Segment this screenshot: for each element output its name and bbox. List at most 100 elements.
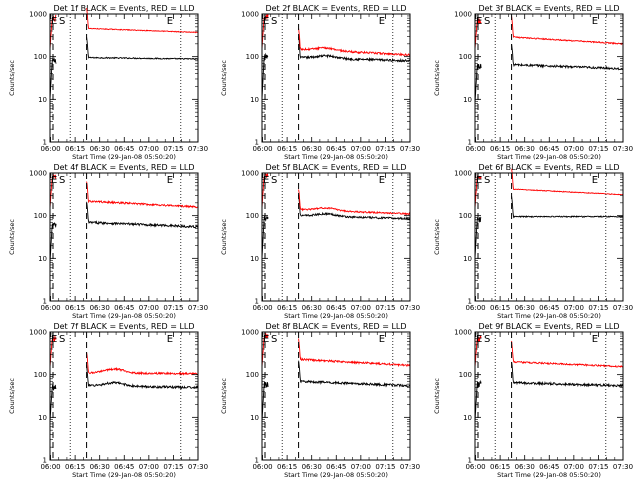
- event-label-e-end: E: [379, 16, 385, 27]
- series-lld: [261, 13, 411, 57]
- y-tick-label: 1000: [241, 170, 259, 178]
- y-tick-label: 100: [246, 371, 259, 379]
- x-tick-label: 07:15: [163, 304, 183, 312]
- y-tick-label: 10: [463, 414, 472, 422]
- x-tick-label: 07:30: [400, 304, 420, 312]
- event-label-e: E: [476, 16, 482, 27]
- series-lld: [474, 16, 623, 50]
- plot-frame: [474, 172, 624, 302]
- x-tick-label: 06:45: [326, 145, 346, 153]
- y-tick-label: 10: [250, 255, 259, 263]
- series-events: [474, 196, 623, 259]
- x-tick-label: 06:00: [465, 304, 485, 312]
- y-tick-label: 10: [38, 96, 47, 104]
- x-tick-label: 06:30: [515, 145, 535, 153]
- event-label-s: S: [59, 16, 65, 27]
- series-events: [261, 360, 411, 422]
- x-tick-label: 06:00: [252, 145, 272, 153]
- chart-title: Det 5f BLACK = Events, RED = LLD: [265, 163, 406, 172]
- y-tick-label: 1: [255, 139, 259, 147]
- y-tick-label: 1: [468, 298, 472, 306]
- y-tick-label: 100: [459, 53, 472, 61]
- y-tick-label: 1000: [454, 170, 472, 178]
- y-axis-label: Counts/sec: [8, 219, 16, 255]
- event-label-e-end: E: [592, 175, 598, 186]
- event-label-e: E: [51, 175, 57, 186]
- plot-frame: [49, 172, 199, 302]
- y-tick-label: 100: [459, 371, 472, 379]
- x-tick-label: 07:15: [163, 145, 183, 153]
- x-tick-label: 06:45: [326, 304, 346, 312]
- event-label-s: S: [484, 175, 490, 186]
- y-axis-label: Counts/sec: [220, 378, 228, 414]
- y-tick-label: 100: [246, 212, 259, 220]
- y-tick-label: 10: [250, 96, 259, 104]
- x-tick-label: 06:15: [490, 463, 510, 471]
- plot-frame: [474, 331, 624, 461]
- series-lld: [49, 336, 199, 376]
- y-tick-label: 10: [463, 96, 472, 104]
- x-tick-label: 06:30: [302, 463, 322, 471]
- series-events: [49, 365, 199, 422]
- x-tick-label: 07:15: [163, 463, 183, 471]
- event-label-e: E: [51, 334, 57, 345]
- y-tick-label: 1: [43, 139, 47, 147]
- x-tick-label: 06:30: [515, 304, 535, 312]
- series-events: [474, 361, 624, 422]
- series-events: [474, 44, 624, 104]
- x-tick-label: 06:45: [539, 463, 559, 471]
- x-tick-label: 06:45: [114, 463, 134, 471]
- x-tick-label: 06:15: [277, 145, 297, 153]
- x-tick-label: 06:30: [90, 145, 110, 153]
- y-axis-label: Counts/sec: [433, 60, 441, 96]
- y-tick-label: 100: [34, 371, 47, 379]
- x-tick-label: 07:15: [375, 463, 395, 471]
- event-label-s: S: [484, 16, 490, 27]
- x-tick-label: 06:00: [252, 304, 272, 312]
- x-tick-label: 06:00: [40, 463, 60, 471]
- x-axis-label: Start Time (29-Jan-08 05:50:20): [72, 312, 176, 320]
- event-label-e: E: [263, 334, 269, 345]
- x-tick-label: 06:45: [114, 304, 134, 312]
- x-tick-label: 07:00: [351, 145, 371, 153]
- x-tick-label: 07:30: [400, 463, 420, 471]
- y-axis-label: Counts/sec: [433, 378, 441, 414]
- event-label-e-end: E: [592, 334, 598, 345]
- series-lld: [261, 173, 411, 216]
- x-tick-label: 07:00: [564, 145, 584, 153]
- event-label-s: S: [484, 334, 490, 345]
- event-label-e-end: E: [167, 334, 173, 345]
- x-tick-label: 06:45: [114, 145, 134, 153]
- x-tick-label: 06:15: [65, 463, 85, 471]
- series-lld: [474, 335, 624, 368]
- x-tick-label: 07:15: [588, 304, 608, 312]
- y-tick-label: 100: [34, 212, 47, 220]
- x-tick-label: 07:00: [139, 463, 159, 471]
- event-label-e-end: E: [379, 334, 385, 345]
- x-tick-label: 07:30: [188, 145, 208, 153]
- x-tick-label: 07:15: [588, 463, 608, 471]
- event-label-s: S: [271, 16, 277, 27]
- y-tick-label: 10: [38, 255, 47, 263]
- x-tick-label: 07:30: [613, 304, 633, 312]
- y-tick-label: 1000: [29, 329, 47, 337]
- y-tick-label: 1: [255, 457, 259, 465]
- plot-frame: [49, 13, 199, 143]
- y-tick-label: 1: [468, 139, 472, 147]
- y-axis-label: Counts/sec: [8, 378, 16, 414]
- x-axis-label: Start Time (29-Jan-08 05:50:20): [497, 312, 601, 320]
- y-tick-label: 1: [43, 457, 47, 465]
- y-tick-label: 1000: [29, 170, 47, 178]
- y-axis-label: Counts/sec: [8, 60, 16, 96]
- event-label-e: E: [51, 16, 57, 27]
- x-tick-label: 06:45: [326, 463, 346, 471]
